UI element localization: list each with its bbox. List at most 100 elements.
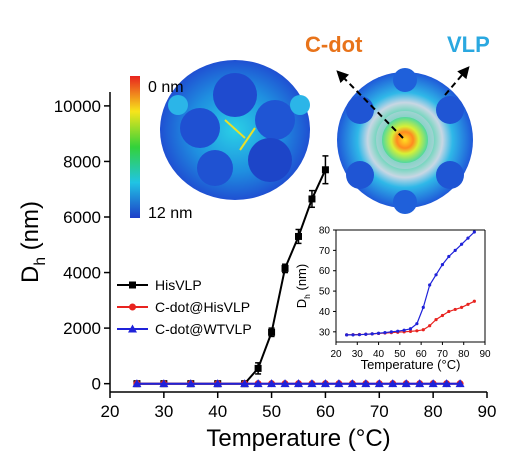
y-axis-title: Dh (nm) [294,264,312,308]
data-point-1 [466,236,470,240]
legend-label-0: HisVLP [155,277,202,293]
data-point-1 [440,263,445,267]
data-point-1 [447,254,451,259]
main-plot-area: 20 30 40 50 60 70 80 90 0 2000 4000 6000 8000 10000 Te… [17,92,496,452]
y-tick-label: 70 [319,246,331,257]
y-tick-label: 4000 [63,264,101,283]
data-point-2 [415,379,425,388]
x-tick-label: 30 [352,349,364,360]
data-point-2 [442,379,452,388]
data-point-0 [459,305,464,309]
x-tick-label: 50 [394,349,406,360]
colorbar-bottom-label: 12 nm [148,205,192,222]
data-point-2 [401,379,411,388]
x-tick-label: 80 [458,349,470,360]
x-tick-label: 60 [416,349,428,360]
data-point-2 [361,379,371,388]
data-point-1 [459,242,464,246]
y-tick-label: 60 [319,266,331,277]
legend-marker-0 [129,281,136,289]
x-tick-label: 90 [478,402,497,421]
data-point-0 [434,318,438,322]
data-point-0 [440,313,445,318]
legend-marker-2 [128,324,137,333]
data-point-2 [347,379,357,388]
data-point-0 [421,328,425,332]
data-point-0 [453,307,457,312]
colorbar [130,76,140,218]
data-point-1 [428,283,432,287]
data-point-1 [370,332,374,336]
data-point-1 [345,333,349,337]
vlp-arrow [444,66,470,96]
y-tick-label: 6000 [63,208,101,227]
x-tick-label: 20 [101,402,120,421]
data-point-0 [472,299,476,303]
y-axis-title-unit: (nm) [17,201,44,257]
data-point-1 [408,327,413,331]
data-point-1 [453,248,457,252]
x-tick-label: 70 [370,402,389,421]
y-axis-title: Dh (nm) [17,201,49,283]
x-tick-label: 90 [479,349,491,360]
vlp-cage-left-illustration [160,60,310,200]
data-point-2 [320,379,330,388]
y-axis-title-unit: (nm) [294,264,309,294]
x-axis-title: Temperature (°C) [206,425,390,452]
cdot-arrow [336,70,404,139]
y-tick-label: 50 [319,287,331,298]
data-point-0 [466,302,470,306]
data-point-2 [455,379,465,388]
x-tick-label: 70 [437,349,449,360]
data-point-1 [351,333,355,337]
legend-marker-1 [129,303,136,311]
y-tick-label: 80 [319,226,331,237]
data-point-1 [472,230,476,234]
data-point-0 [295,232,302,240]
data-point-0 [428,324,432,328]
y-axis-title-main: D [294,299,309,308]
cdot-label: C-dot [305,32,363,57]
colorbar-top-label: 0 nm [148,79,184,96]
x-axis-title: Temperature (°C) [361,357,461,372]
x-tick-label: 20 [330,349,342,360]
data-point-1 [396,329,400,333]
data-point-1 [357,333,362,337]
data-point-0 [281,264,289,272]
y-tick-label: 2000 [63,319,101,338]
legend-label-2: C-dot@WTVLP [155,321,252,337]
series-line-1 [346,231,475,336]
x-tick-label: 50 [262,402,281,421]
y-axis-title-main: D [17,266,44,283]
data-point-0 [268,328,276,336]
data-point-2 [374,379,384,388]
data-point-2 [294,379,303,388]
legend: HisVLP C-dot@HisVLP C-dot@WTVLP [117,277,252,337]
data-point-2 [307,379,317,388]
y-tick-label: 10000 [54,97,101,116]
legend-label-1: C-dot@HisVLP [155,299,250,315]
data-point-1 [364,332,368,336]
data-point-2 [132,379,142,388]
y-tick-label: 0 [92,375,101,394]
data-point-1 [402,328,406,332]
data-point-2 [253,379,263,388]
data-point-2 [280,379,290,388]
vlp-label: VLP [447,32,490,57]
x-tick-label: 40 [373,349,385,360]
data-point-2 [267,379,277,388]
data-point-1 [421,305,425,309]
data-point-2 [240,379,250,388]
x-tick-label: 60 [316,402,335,421]
data-point-2 [334,379,344,388]
data-point-2 [388,379,398,388]
y-tick-label: 40 [319,307,331,318]
data-point-2 [186,379,196,388]
data-point-2 [428,379,438,388]
data-point-0 [254,364,262,372]
data-point-0 [321,166,329,174]
data-point-1 [415,322,419,326]
x-tick-label: 80 [424,402,443,421]
inset-plot-area: 20 30 40 50 60 70 80 90304050607080Temperature … [294,226,491,373]
